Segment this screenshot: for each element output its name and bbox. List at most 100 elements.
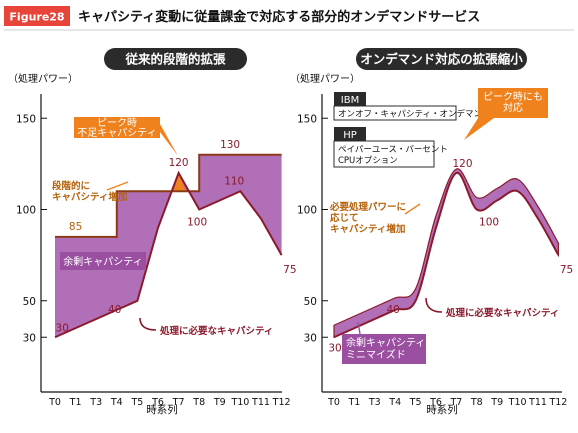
left-data-label-5: 75	[283, 264, 296, 276]
left-xtick-T4: T4	[110, 397, 123, 408]
right-demand-annotation: 処理に必要なキャパシティ	[445, 307, 559, 319]
left-panel-title: 従来的段階的拡張	[124, 52, 226, 67]
left-xtick-T1: T1	[69, 397, 82, 408]
right-peak-pointer	[464, 112, 494, 140]
right-xtick-T10: T10	[508, 397, 527, 408]
left-xtick-T5: T5	[130, 397, 143, 408]
right-ytick-label-100: 100	[297, 205, 317, 217]
right-data-label-3: 40	[386, 304, 399, 316]
right-need-text-line-2: キャパシティ増加	[330, 223, 405, 235]
left-ytick-label-100: 100	[16, 205, 36, 217]
left-shortage-text-line-0: ピーク時	[97, 117, 137, 129]
left-data-label-7: 30	[56, 322, 69, 334]
right-panel: オンデマンド対応の拡張縮小 （処理パワー） 30 50 100 150 T0 T1 T3 T4…	[290, 48, 573, 416]
right-xtick-T0: T0	[327, 397, 340, 408]
right-minimize-pointer	[357, 321, 361, 335]
left-shortage-box	[74, 117, 160, 138]
vendor-ibm-desc-line-0: オンオフ・キャパシティ・オンデマンド	[338, 109, 491, 120]
left-ylabel: （処理パワー）	[8, 72, 78, 85]
right-minimize-text-line-1: ミニマイズド	[346, 348, 406, 361]
left-panel-title-pill	[104, 48, 247, 70]
right-xtick-T8: T8	[470, 397, 483, 408]
right-xlabel: 時系列	[426, 403, 458, 416]
figure-title: キャパシティ変動に従量課金で対応する部分的オンデマンドサービス	[78, 9, 480, 25]
vendor-ibm-name: IBM	[341, 95, 359, 106]
right-panel-title: オンデマンド対応の拡張縮小	[360, 52, 523, 67]
vendor-hp-desc-box	[333, 140, 435, 168]
right-demand-line	[333, 172, 560, 339]
right-xtick-T1: T1	[347, 397, 360, 408]
right-xtick-T9: T9	[490, 397, 503, 408]
right-demand-pointer	[425, 297, 443, 313]
right-ytick-label-150: 150	[297, 113, 317, 125]
right-xtick-T6: T6	[429, 397, 442, 408]
right-peak-text-line-0: ピーク時にも	[483, 91, 543, 103]
right-plot: 30 50 100 150 T0 T1 T3 T4 T5 T6 T7 T8 T9 T10 T11 T12 120…	[297, 88, 573, 408]
left-xtick-T3: T3	[89, 397, 102, 408]
left-surplus-box	[60, 252, 146, 270]
vendor-ibm-badge	[334, 92, 366, 106]
left-shortage-text-line-1: 不足キャパシティ	[77, 127, 156, 139]
right-need-text-line-0: 必要処理パワーに	[329, 201, 406, 213]
vendor-ibm-desc-box	[333, 105, 457, 121]
left-data-label-4: 110	[224, 175, 244, 187]
left-ytick-label-50: 50	[23, 296, 36, 308]
left-data-label-2: 120	[169, 157, 189, 169]
left-xtick-T9: T9	[213, 397, 226, 408]
left-surplus-area	[55, 154, 282, 338]
right-data-label-1: 100	[479, 217, 499, 229]
left-demand-line	[54, 170, 283, 339]
vendor-hp-desc-line-0: ペイパーユース・パーセント	[338, 145, 448, 155]
right-data-label-4: 30	[328, 342, 341, 354]
right-xtick-T5: T5	[409, 397, 422, 408]
left-stepup-text-line-0: 段階的に	[52, 180, 90, 192]
right-xtick-T3: T3	[368, 397, 381, 408]
left-data-label-3: 100	[187, 217, 207, 229]
left-panel: 従来的段階的拡張 （処理パワー） 30 50 100 150 T0 T1 T3 T4 T5 T6 T…	[8, 48, 297, 416]
left-capacity-line	[55, 153, 282, 238]
right-data-label-2: 75	[560, 264, 573, 276]
left-stepup-text-line-1: キャパシティ増加	[52, 191, 127, 203]
left-shortage-area	[173, 173, 186, 192]
right-ytick-label-30: 30	[304, 332, 317, 344]
right-need-arrow	[404, 203, 421, 215]
left-ytick-label-30: 30	[23, 332, 36, 344]
left-xtick-T10: T10	[230, 397, 249, 408]
left-shortage-pointer	[160, 124, 178, 156]
left-ytick-label-150: 150	[16, 113, 36, 125]
figure-badge	[4, 6, 70, 26]
left-demand-pointer	[139, 317, 157, 331]
left-surplus-label: 余剰キャパシティ	[63, 255, 142, 268]
left-xlabel: 時系列	[146, 403, 178, 416]
right-data-label-0: 120	[452, 158, 472, 170]
right-ylabel: （処理パワー）	[290, 72, 360, 85]
right-xtick-T7: T7	[449, 397, 462, 408]
figure-badge-text: Figure28	[9, 11, 64, 24]
right-need-text-line-1: 応じて	[329, 212, 359, 224]
left-data-label-6: 40	[108, 304, 121, 316]
left-xtick-T0: T0	[48, 397, 61, 408]
right-panel-title-pill	[356, 48, 527, 70]
right-xtick-T12: T12	[548, 397, 567, 408]
vendor-hp-desc-line-1: CPUオプション	[338, 156, 398, 166]
right-ytick-label-50: 50	[304, 296, 317, 308]
right-vendor-boxes: IBM オンオフ・キャパシティ・オンデマンド HP ペイパーユース・パーセントCPUオ…	[333, 92, 491, 168]
left-data-label-1: 130	[220, 139, 240, 151]
vendor-hp-name: HP	[343, 130, 357, 141]
right-peak-text-line-1: 対応	[503, 101, 523, 114]
right-minimize-box	[342, 334, 426, 364]
left-xtick-T8: T8	[192, 397, 205, 408]
left-xtick-T7: T7	[172, 397, 185, 408]
right-xtick-T4: T4	[388, 397, 401, 408]
left-xtick-T12: T12	[272, 397, 291, 408]
right-minimize-text-line-0: 余剰キャパシティ	[346, 336, 425, 349]
left-data-label-0: 85	[69, 221, 82, 233]
right-xtick-T11: T11	[528, 397, 547, 408]
left-demand-annotation: 処理に必要なキャパシティ	[159, 325, 273, 337]
left-xtick-T6: T6	[151, 397, 164, 408]
left-stepup-arrow	[106, 181, 129, 191]
left-plot: 30 50 100 150 T0 T1 T3 T4 T5 T6 T7 T8 T9 T10 T11 T12 85 1…	[16, 94, 297, 408]
